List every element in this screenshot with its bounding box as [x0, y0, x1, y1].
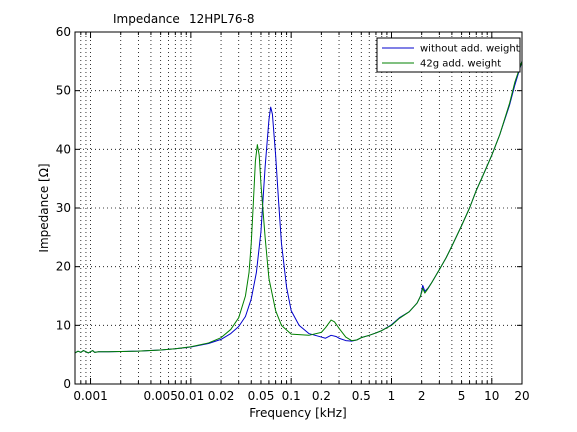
legend-box [376, 37, 521, 73]
x-tick-label: 0.001 [73, 389, 107, 403]
chart-title-part-2: 12HPL76-8 [189, 12, 254, 26]
x-tick-label: 0.01 [177, 389, 204, 403]
series-line-42g-weight [74, 61, 523, 354]
x-tick-labels: 0.001 0.005 0.01 0.02 0.05 0.1 0.2 0.5 1 2 5 10 20 [73, 389, 529, 403]
x-tick-label: 0.5 [352, 389, 371, 403]
x-tick-label: 0.02 [208, 389, 235, 403]
x-tick-label: 0.05 [248, 389, 275, 403]
y-tick-label: 30 [56, 201, 71, 215]
x-axis-label: Frequency [kHz] [249, 406, 346, 420]
x-tick-label: 0.005 [143, 389, 177, 403]
chart-title-part-1: Impedance [113, 12, 180, 26]
y-tick-label: 0 [63, 377, 71, 391]
y-tick-labels: 0 10 20 30 40 50 60 [56, 25, 71, 391]
axis-ticks [75, 31, 522, 385]
y-tick-label: 60 [56, 25, 71, 39]
plot-area [75, 32, 522, 384]
x-tick-label: 2 [418, 389, 426, 403]
y-tick-label: 10 [56, 318, 71, 332]
y-axis-label: Impedance [Ω] [37, 163, 51, 252]
x-tick-label: 1 [388, 389, 396, 403]
x-tick-label: 20 [514, 389, 529, 403]
grid [75, 32, 522, 384]
y-tick-label: 40 [56, 142, 71, 156]
x-tick-label: 10 [484, 389, 499, 403]
x-tick-label: 0.1 [282, 389, 301, 403]
x-tick-label: 0.2 [312, 389, 331, 403]
legend-label-without-weight: without add. weight [420, 44, 520, 55]
legend: without add. weight 42g add. weight [376, 37, 521, 73]
legend-label-42g-weight: 42g add. weight [420, 59, 501, 70]
y-tick-label: 20 [56, 260, 71, 274]
y-tick-label: 50 [56, 84, 71, 98]
series-lines [74, 61, 523, 354]
x-tick-label: 5 [458, 389, 466, 403]
